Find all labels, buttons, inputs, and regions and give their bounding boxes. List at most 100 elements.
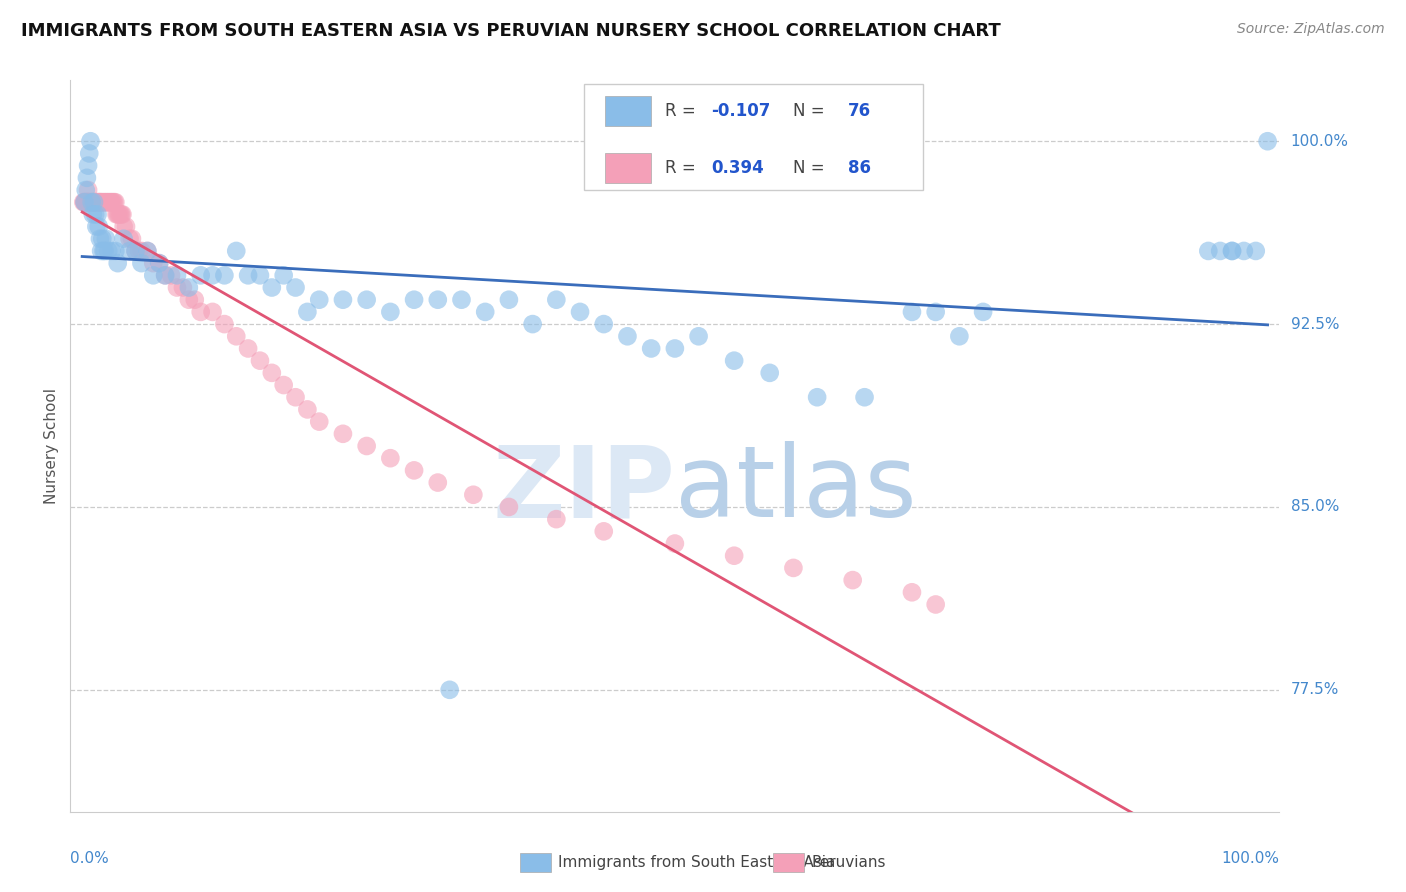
Point: [522, 317, 544, 331]
Point: [76, 170, 98, 185]
Point: [79, 195, 101, 210]
Point: [91, 232, 114, 246]
Point: [166, 280, 188, 294]
Point: [546, 512, 568, 526]
Point: [104, 195, 127, 210]
Point: [98, 195, 121, 210]
Point: [131, 244, 153, 258]
Text: atlas: atlas: [675, 442, 917, 539]
Point: [93, 244, 115, 258]
Text: 77.5%: 77.5%: [1291, 682, 1339, 698]
Point: [1220, 244, 1243, 258]
Point: [688, 329, 710, 343]
Point: [76, 195, 98, 210]
Point: [380, 305, 402, 319]
Text: 85.0%: 85.0%: [1291, 500, 1339, 515]
Point: [380, 451, 402, 466]
Point: [118, 244, 141, 258]
Point: [73, 195, 96, 210]
Point: [77, 195, 100, 210]
Point: [225, 329, 247, 343]
Point: [89, 195, 111, 210]
Point: [142, 256, 165, 270]
Point: [77, 195, 100, 210]
Point: [86, 195, 108, 210]
Point: [201, 305, 224, 319]
Point: [124, 244, 146, 258]
Point: [115, 219, 138, 234]
Point: [86, 195, 108, 210]
Text: -0.107: -0.107: [711, 102, 770, 120]
Point: [121, 232, 143, 246]
Point: [90, 195, 112, 210]
Point: [249, 268, 271, 283]
Point: [260, 280, 283, 294]
Point: [112, 232, 135, 246]
Point: [94, 195, 117, 210]
Point: [82, 207, 104, 221]
Point: [184, 293, 207, 307]
Point: [112, 219, 135, 234]
Point: [77, 159, 100, 173]
Point: [546, 293, 568, 307]
Text: 0.394: 0.394: [711, 159, 763, 177]
Text: 92.5%: 92.5%: [1291, 317, 1339, 332]
Text: N =: N =: [793, 102, 831, 120]
Point: [105, 207, 128, 221]
Point: [450, 293, 472, 307]
Point: [214, 268, 236, 283]
Point: [131, 256, 153, 270]
Point: [463, 488, 485, 502]
Point: [160, 268, 183, 283]
Bar: [605, 153, 651, 184]
Point: [972, 305, 994, 319]
Point: [308, 415, 330, 429]
Point: [118, 232, 141, 246]
Point: [225, 244, 247, 258]
Point: [439, 682, 461, 697]
Point: [1257, 134, 1279, 148]
Point: [77, 195, 100, 210]
Point: [664, 342, 686, 356]
Point: [97, 195, 120, 210]
Point: [93, 195, 115, 210]
Point: [101, 195, 124, 210]
Point: [723, 353, 745, 368]
Point: [332, 426, 354, 441]
Point: [948, 329, 970, 343]
Point: [498, 293, 520, 307]
Point: [136, 244, 159, 258]
Point: [201, 268, 224, 283]
Point: [616, 329, 638, 343]
Point: [128, 244, 150, 258]
Point: [758, 366, 780, 380]
Point: [89, 195, 111, 210]
Bar: [605, 95, 651, 127]
Point: [806, 390, 828, 404]
Point: [723, 549, 745, 563]
Text: 0.0%: 0.0%: [70, 851, 110, 865]
Point: [87, 219, 110, 234]
Text: IMMIGRANTS FROM SOUTH EASTERN ASIA VS PERUVIAN NURSERY SCHOOL CORRELATION CHART: IMMIGRANTS FROM SOUTH EASTERN ASIA VS PE…: [21, 22, 1001, 40]
Point: [80, 195, 103, 210]
Point: [77, 146, 100, 161]
Point: [76, 195, 98, 210]
Point: [426, 475, 449, 490]
Point: [93, 195, 115, 210]
Point: [89, 232, 111, 246]
Point: [107, 207, 129, 221]
Point: [83, 195, 105, 210]
Point: [75, 195, 97, 210]
Point: [1209, 244, 1232, 258]
Text: Peruvians: Peruvians: [811, 855, 886, 870]
Point: [83, 195, 105, 210]
Point: [569, 305, 592, 319]
Point: [97, 244, 120, 258]
Point: [273, 268, 295, 283]
Point: [86, 219, 108, 234]
Point: [90, 244, 112, 258]
Point: [426, 293, 449, 307]
Point: [111, 207, 134, 221]
Point: [782, 561, 804, 575]
Point: [80, 195, 103, 210]
